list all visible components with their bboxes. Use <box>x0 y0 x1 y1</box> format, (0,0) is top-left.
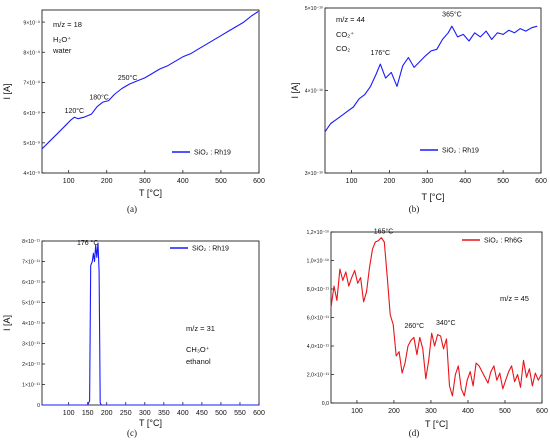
panel-c-legend-label: SiO₂ : Rh19 <box>192 246 229 253</box>
panel-d-x-tick-label: 400 <box>462 408 474 415</box>
panel-a-info-line: H₂O⁺ <box>53 35 71 44</box>
panel-c-y-tick-label: 0 <box>37 403 40 409</box>
panel-b-info-line: CO₂ <box>336 44 350 53</box>
panel-b-x-axis-label: T [°C] <box>422 192 445 202</box>
panel-d-x-axis-label: T [°C] <box>425 419 448 429</box>
panel-a-y-tick-label: 5×10⁻⁹ <box>23 141 40 147</box>
panel-b-y-tick-label: 5×10⁻¹⁰ <box>305 6 323 12</box>
panel-a-y-tick-label: 9×10⁻⁹ <box>23 20 40 26</box>
panel-a-annotation: 250°C <box>118 74 138 82</box>
panel-c-info-line: ethanol <box>186 357 211 366</box>
panel-d-x-tick-label: 100 <box>351 408 363 415</box>
panel-a-x-tick-label: 300 <box>139 178 151 185</box>
panel-b-y-tick-label: 4×10⁻¹⁰ <box>305 89 323 95</box>
panel-c-x-tick-label: 350 <box>158 410 170 417</box>
panel-d-y-tick-label: 1,2×10⁻¹⁰ <box>306 230 329 236</box>
panel-d-x-tick-label: 200 <box>388 408 400 415</box>
panel-b-panel-label: (b) <box>409 204 420 214</box>
panel-c-y-tick-label: 8×10⁻¹¹ <box>22 239 40 245</box>
panel-a-y-axis-label: I [A] <box>2 83 12 99</box>
panel-c-y-tick-label: 5×10⁻¹¹ <box>22 301 40 307</box>
panel-d-x-tick-label: 600 <box>536 408 548 415</box>
panel-a-legend-label: SiO₂ : Rh19 <box>194 150 231 157</box>
panel-c-x-tick-label: 150 <box>82 410 94 417</box>
panel-d-panel-label: (d) <box>409 428 420 438</box>
panel-a-info-line: water <box>52 46 72 55</box>
panel-d-y-tick-label: 1,0×10⁻¹⁰ <box>306 259 329 265</box>
panel-c-y-tick-label: 3×10⁻¹¹ <box>22 342 40 348</box>
panel-a-x-tick-label: 200 <box>101 178 113 185</box>
panel-c-x-tick-label: 300 <box>139 410 151 417</box>
panel-c-x-tick-label: 500 <box>215 410 227 417</box>
panel-c-y-tick-label: 2×10⁻¹¹ <box>22 362 40 368</box>
panel-b-y-axis-label: I [A] <box>290 82 300 98</box>
panel-d-x-tick-label: 300 <box>425 408 437 415</box>
panel-a-plot-frame <box>41 9 260 174</box>
panel-c-y-tick-label: 1×10⁻¹¹ <box>22 383 40 389</box>
panel-b-info-line: CO₂⁺ <box>336 30 354 39</box>
panel-b-y-tick-label: 3×10⁻¹⁰ <box>305 171 323 177</box>
panel-b-x-tick-label: 100 <box>346 178 358 185</box>
panel-c-y-axis-label: I [A] <box>2 315 12 331</box>
panel-c-series-line-0 <box>42 242 259 406</box>
panel-c-x-tick-label: 450 <box>196 410 208 417</box>
panel-d-y-tick-label: 2,0×10⁻¹¹ <box>307 373 329 379</box>
panel-a-x-tick-label: 400 <box>177 178 189 185</box>
panel-d-legend-label: SiO₂ : Rh6G <box>484 238 523 245</box>
panel-c-y-tick-label: 6×10⁻¹¹ <box>22 280 40 286</box>
panel-a-y-tick-label: 4×10⁻⁹ <box>23 171 40 177</box>
panel-d-info-line: m/z = 45 <box>500 294 529 303</box>
panel-a-y-tick-label: 8×10⁻⁹ <box>23 50 40 56</box>
panel-c-x-tick-label: 550 <box>234 410 246 417</box>
panel-b-x-tick-label: 600 <box>535 178 547 185</box>
panel-c-x-tick-label: 400 <box>177 410 189 417</box>
panel-a-series-line-0 <box>41 11 259 150</box>
panel-b-x-tick-label: 400 <box>459 178 471 185</box>
panel-a-y-tick-label: 6×10⁻⁹ <box>23 111 40 117</box>
panel-d-y-tick-label: 6,0×10⁻¹¹ <box>307 316 329 322</box>
panel-c-panel-label: (c) <box>127 428 137 438</box>
panel-a-x-axis-label: T [°C] <box>139 188 162 198</box>
panel-d-y-tick-label: 0,0 <box>322 401 329 407</box>
panel-b-info-line: m/z = 44 <box>336 15 365 24</box>
panel-d-annotation: 260°C <box>405 322 425 330</box>
panel-c-plot-frame <box>41 240 260 406</box>
panel-a-x-tick-label: 600 <box>253 178 265 185</box>
panel-a-x-tick-label: 100 <box>63 178 75 185</box>
panel-b-plot-frame <box>324 7 542 174</box>
panel-a-info-line: m/z = 18 <box>53 20 82 29</box>
panel-b-series-line-0 <box>324 25 538 133</box>
panel-c-x-axis-label: T [°C] <box>139 418 162 428</box>
panel-c-x-tick-label: 250 <box>120 410 132 417</box>
panel-c-x-tick-label: 200 <box>101 410 113 417</box>
panel-d-annotation: 165°C <box>374 228 394 236</box>
panel-b-annotation: 176°C <box>371 49 391 57</box>
panel-d-annotation: 340°C <box>436 319 456 327</box>
panel-c-x-tick-label: 100 <box>63 410 75 417</box>
panel-d-y-tick-label: 4,0×10⁻¹¹ <box>307 344 329 350</box>
panel-a-annotation: 120°C <box>65 107 85 115</box>
panel-d-series-line-0 <box>330 237 542 397</box>
panel-d-x-tick-label: 500 <box>499 408 511 415</box>
panel-d-plot-frame <box>330 231 543 404</box>
panel-c-x-tick-label: 600 <box>253 410 265 417</box>
panel-a-y-tick-label: 7×10⁻⁹ <box>23 81 40 87</box>
panel-c-y-tick-label: 4×10⁻¹¹ <box>22 321 40 327</box>
panel-b-legend-label: SiO₂ : Rh19 <box>442 148 479 155</box>
panel-a-x-tick-label: 500 <box>215 178 227 185</box>
panel-b-x-tick-label: 300 <box>421 178 433 185</box>
panel-d-y-tick-label: 8,0×10⁻¹¹ <box>307 287 329 293</box>
panel-a-panel-label: (a) <box>127 204 137 214</box>
panel-c-y-tick-label: 7×10⁻¹¹ <box>22 260 40 266</box>
panel-c-info-line: m/z = 31 <box>186 324 215 333</box>
panel-b-x-tick-label: 500 <box>497 178 509 185</box>
panel-c-annotation: 176 °C <box>77 239 98 247</box>
panel-c-info-line: CH₃O⁺ <box>186 345 210 354</box>
panel-a-annotation: 180°C <box>89 94 109 102</box>
panel-b-x-tick-label: 200 <box>384 178 396 185</box>
panel-b-annotation: 365°C <box>442 10 462 18</box>
